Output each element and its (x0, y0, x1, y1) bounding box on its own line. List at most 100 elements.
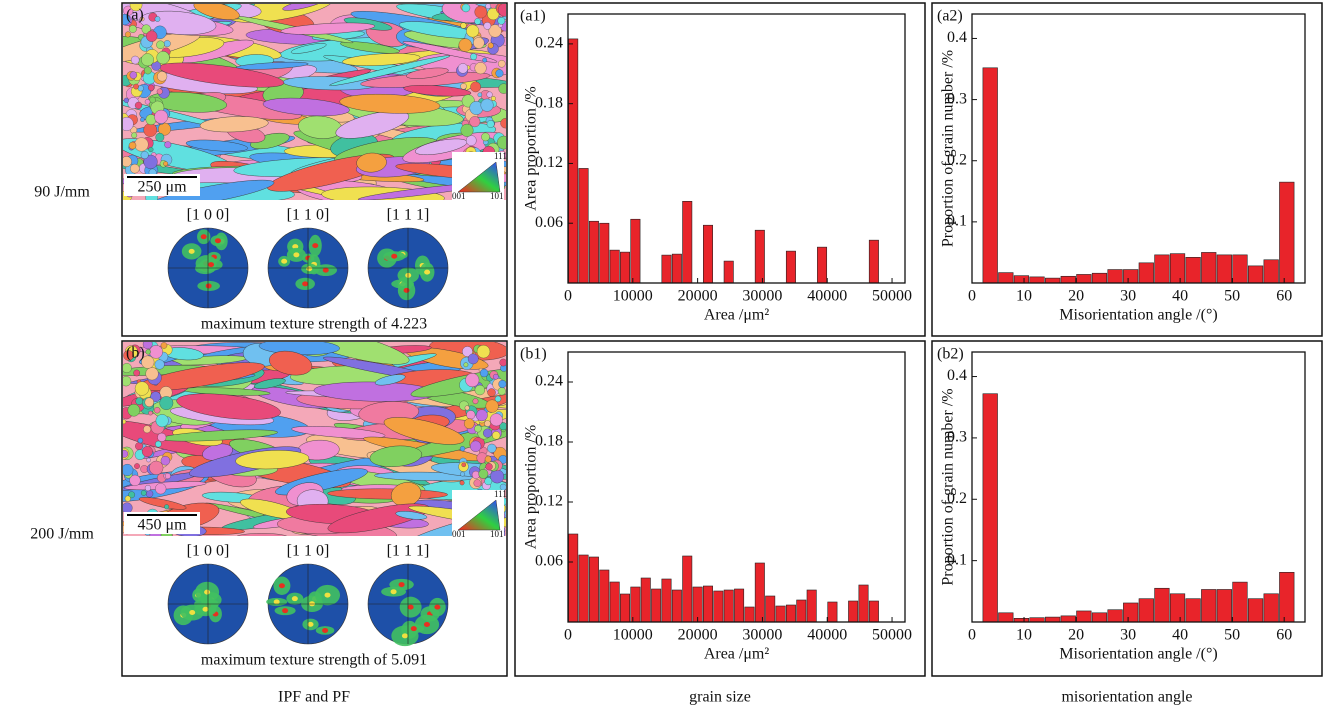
small-grain (486, 91, 493, 98)
bar (868, 600, 879, 623)
small-grain (141, 446, 153, 457)
y-tick-label: 0.24 (535, 373, 563, 390)
small-grain (156, 51, 170, 65)
small-grain (148, 84, 155, 91)
bar (661, 254, 672, 284)
small-grain (479, 368, 489, 378)
small-grain (483, 22, 492, 30)
small-grain (463, 362, 469, 368)
small-grain (466, 24, 480, 38)
y-tick-label: 0.1 (947, 551, 967, 568)
column-label: IPF and PF (278, 689, 350, 706)
small-grain (123, 419, 127, 425)
small-grain (129, 474, 141, 486)
bar (1232, 581, 1248, 623)
pole-blob (273, 599, 280, 605)
small-grain (457, 63, 469, 74)
grain (199, 116, 269, 133)
small-grain (461, 4, 471, 13)
small-grain (124, 495, 131, 502)
y-tick-label: 0.4 (947, 367, 967, 384)
x-tick-label: 40 (1172, 627, 1188, 644)
pole-blob (398, 582, 405, 588)
small-grain (497, 135, 506, 150)
small-grain (146, 30, 158, 42)
grain (329, 55, 451, 86)
pole-label: [1 1 1] (387, 543, 430, 560)
small-grain (473, 479, 482, 487)
bar (671, 589, 682, 623)
small-grain (467, 353, 479, 365)
y-axis-label: Proportion of grain number /% (940, 50, 957, 247)
small-grain (485, 463, 493, 471)
plot-frame (971, 13, 1306, 284)
x-tick-label: 0 (564, 627, 572, 644)
ipf-legend-tick: 001 (452, 191, 466, 201)
small-grain (128, 141, 137, 150)
small-grain (497, 387, 506, 396)
small-grain (470, 81, 481, 93)
small-grain (128, 491, 135, 499)
x-tick-label: 0 (968, 288, 976, 305)
small-grain (478, 469, 489, 479)
frame (121, 2, 508, 337)
row-label: 90 J/mm (34, 184, 90, 201)
bar (599, 569, 610, 623)
pole-blob (188, 248, 195, 254)
small-grain (460, 83, 467, 90)
y-tick-label: 0.3 (947, 429, 967, 446)
small-grain (125, 31, 131, 38)
x-axis-label: Area /μm² (704, 646, 770, 663)
bar (682, 201, 693, 284)
small-grain (464, 405, 470, 411)
pole-blob (189, 610, 196, 616)
bar (661, 578, 672, 623)
bar (723, 260, 734, 284)
grain (235, 533, 289, 536)
small-grain (134, 137, 149, 152)
pole-blob (214, 238, 221, 244)
small-grain (123, 376, 132, 387)
small-grain (154, 109, 169, 124)
y-tick-label: 0.24 (535, 35, 563, 52)
y-tick-label: 0.06 (535, 214, 563, 231)
small-grain (483, 428, 493, 438)
grain (193, 4, 240, 20)
small-grain (164, 473, 171, 479)
bar (1232, 254, 1248, 284)
small-grain (150, 391, 161, 402)
y-tick-label: 0.2 (947, 151, 967, 168)
pole-blob (302, 281, 309, 287)
panel-label: (a1) (520, 8, 546, 25)
small-grain (143, 425, 151, 434)
row-label: 200 J/mm (30, 526, 94, 543)
x-tick-label: 30 (1120, 288, 1136, 305)
bar (1169, 593, 1186, 623)
small-grain (144, 99, 151, 105)
panel-label: (b) (126, 345, 145, 362)
small-grain (123, 449, 129, 458)
bar (1091, 272, 1108, 284)
x-tick-label: 50 (1224, 288, 1240, 305)
small-grain (141, 24, 151, 34)
small-grain (491, 96, 496, 101)
bar (682, 555, 693, 623)
bar (702, 585, 713, 623)
pole-label: [1 0 0] (187, 207, 230, 224)
x-tick-label: 30 (1120, 627, 1136, 644)
y-axis-label: Area proportion /% (523, 425, 540, 549)
bar (568, 533, 579, 623)
frame (931, 2, 1323, 337)
grain (253, 378, 286, 389)
small-grain (484, 420, 491, 427)
grain (148, 179, 275, 200)
bar (1185, 598, 1201, 623)
small-grain (143, 154, 158, 169)
bar (1185, 257, 1201, 284)
ipf-legend-tick: 001 (452, 529, 466, 539)
small-grain (133, 369, 140, 377)
x-tick-label: 10000 (613, 627, 653, 644)
small-grain (489, 413, 503, 427)
bar (1107, 609, 1123, 623)
x-tick-label: 50000 (872, 288, 912, 305)
